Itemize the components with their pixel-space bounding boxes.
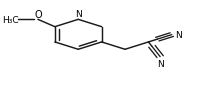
Text: N: N bbox=[157, 59, 164, 68]
Text: O: O bbox=[34, 10, 42, 20]
Text: N: N bbox=[75, 10, 82, 19]
Text: N: N bbox=[175, 31, 182, 40]
Text: H₃C: H₃C bbox=[2, 16, 18, 25]
